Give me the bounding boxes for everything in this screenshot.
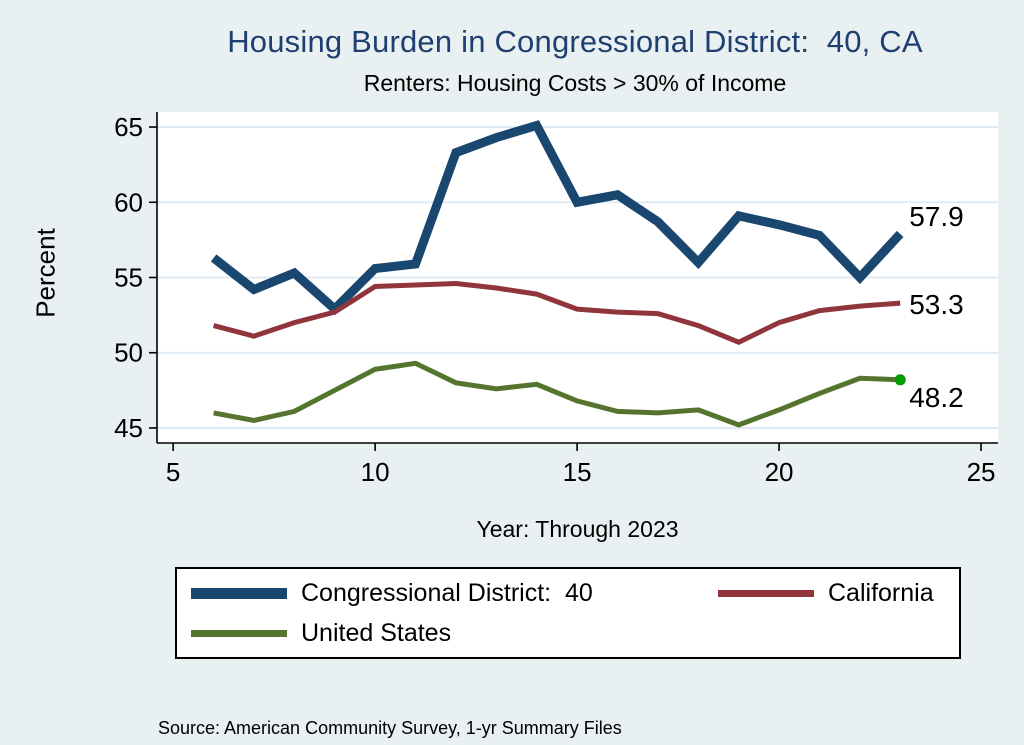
series-line-california — [212, 280, 901, 345]
legend-label-california: California — [828, 578, 934, 607]
end-value-label-california: 53.3 — [909, 289, 964, 320]
source-note: Source: American Community Survey, 1-yr … — [158, 671, 777, 745]
legend-label-congressional-district: Congressional District: 40 — [301, 578, 593, 607]
legend-swatch-united-states — [191, 629, 287, 637]
line-plot: 45 50 55 60 65 5 10 15 20 25 57.9 53.3 48.2 — [114, 112, 998, 487]
source-line: Source: American Community Survey, 1-yr … — [158, 718, 622, 738]
y-tick-label-45: 45 — [114, 413, 143, 443]
chart-title: Housing Burden in Congressional District… — [227, 24, 923, 59]
series-line-congressional-district-40 — [210, 120, 904, 316]
x-tick-label-5: 5 — [166, 457, 180, 487]
legend-item-california: California — [718, 577, 934, 609]
series-line-united-states — [213, 360, 901, 428]
legend-box: Congressional District: 40 California Un… — [175, 567, 961, 659]
legend-item-congressional-district: Congressional District: 40 — [191, 577, 593, 609]
y-tick-label-55: 55 — [114, 263, 143, 293]
legend-swatch-congressional-district — [191, 587, 287, 599]
end-marker-united-states — [894, 374, 906, 386]
x-axis-title: Year: Through 2023 — [476, 516, 679, 542]
legend-swatch-california — [718, 589, 814, 597]
end-value-label-united-states: 48.2 — [909, 382, 964, 413]
legend-item-united-states: United States — [191, 617, 451, 649]
x-tick-label-20: 20 — [765, 457, 794, 487]
y-tick-label-50: 50 — [114, 338, 143, 368]
chart-subtitle: Renters: Housing Costs > 30% of Income — [363, 70, 787, 96]
x-tick-label-10: 10 — [361, 457, 390, 487]
y-tick-label-65: 65 — [114, 112, 143, 142]
end-value-label-congressional-district-40: 57.9 — [909, 201, 964, 232]
x-tick-label-25: 25 — [967, 457, 996, 487]
legend-label-united-states: United States — [301, 618, 452, 647]
x-tick-label-15: 15 — [563, 457, 592, 487]
y-tick-label-60: 60 — [114, 187, 143, 217]
